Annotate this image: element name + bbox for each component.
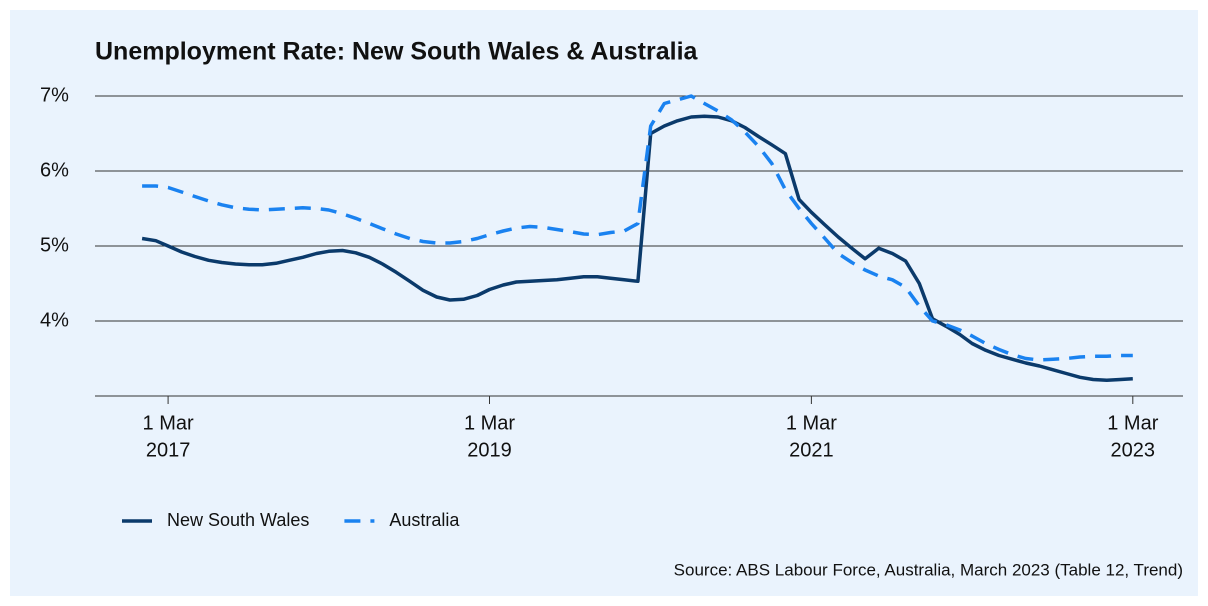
y-tick-label: 4% [40,309,69,331]
y-tick-label: 6% [40,159,69,181]
legend-label: Australia [389,510,460,530]
y-tick-label: 7% [40,84,69,106]
chart-title: Unemployment Rate: New South Wales & Aus… [95,38,699,66]
x-tick-label: 1 Mar [786,412,837,434]
y-tick-label: 5% [40,234,69,256]
x-tick-label: 2017 [146,439,191,461]
line [142,94,1133,362]
x-tick-label: 2019 [467,439,512,461]
x-tick-label: 2021 [789,439,834,461]
x-tick-label: 1 Mar [143,412,194,434]
background [10,10,1198,596]
legend-label: New South Wales [167,510,309,530]
source: Source: ABS Labour Force, Australia, Mar… [674,560,1183,579]
x-tick-label: 1 Mar [464,412,515,434]
x-tick-label: 1 Mar [1107,412,1158,434]
line [141,114,1133,383]
x-tick-label: 2023 [1111,439,1156,461]
